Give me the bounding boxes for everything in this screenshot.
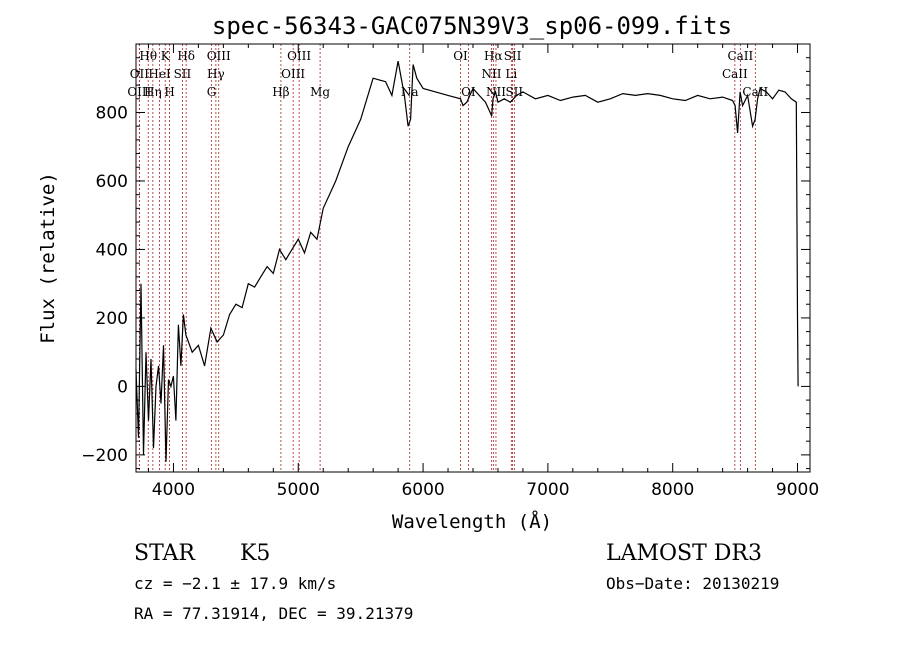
line-label: CaII [722, 67, 748, 81]
y-tick-label: 600 [96, 172, 128, 192]
line-label: OII [130, 67, 150, 81]
y-axis-ticks: −200 0 200 400 600 800 [81, 43, 810, 470]
line-label: OIII [281, 67, 305, 81]
line-label: NII [481, 67, 501, 81]
observation-date: Obs−Date: 20130219 [606, 574, 779, 593]
y-tick-label: 0 [117, 377, 128, 397]
line-label: K [161, 49, 171, 63]
line-label: CaII [742, 85, 768, 99]
spectrum-series-line [135, 60, 799, 462]
y-tick-label: 200 [96, 309, 128, 329]
y-tick-label: 400 [96, 240, 128, 260]
x-axis-label: Wavelength (Å) [392, 510, 552, 533]
line-label: Li [505, 67, 517, 81]
plot-frame [135, 43, 811, 473]
line-label: Hβ [272, 85, 289, 99]
survey-name: LAMOST DR3 [606, 541, 762, 566]
x-tick-label: 7000 [526, 480, 569, 500]
ra-dec-coordinates: RA = 77.31914, DEC = 39.21379 [134, 604, 413, 623]
line-label: Mg [310, 85, 330, 99]
emission-line-markers [138, 44, 756, 472]
x-tick-label: 8000 [651, 480, 694, 500]
line-label: Hη [144, 85, 162, 99]
line-label: OIII [287, 49, 311, 63]
chart-title: spec-56343-GAC075N39V3_sp06-099.fits [212, 12, 732, 40]
line-label: SII [504, 49, 522, 63]
line-label: HeI [148, 67, 171, 81]
line-label: CaII [727, 49, 753, 63]
line-label: Hδ [177, 49, 195, 63]
object-subclass: K5 [240, 541, 270, 566]
y-axis-label: Flux (relative) [37, 172, 59, 344]
redshift-velocity: cz = −2.1 ± 17.9 km/s [134, 574, 336, 593]
y-tick-label: 800 [96, 103, 128, 123]
line-label: SII [174, 67, 192, 81]
x-tick-label: 9000 [776, 480, 819, 500]
line-label: OI [461, 85, 476, 99]
object-class: STAR [134, 541, 196, 566]
x-tick-label: 5000 [277, 480, 320, 500]
line-label: SII [505, 85, 523, 99]
line-label: Hα [484, 49, 503, 63]
line-label: OIII [207, 49, 231, 63]
line-label: OIII [127, 85, 151, 99]
line-label: OI [453, 49, 468, 63]
line-label: Hθ [139, 49, 157, 63]
x-tick-label: 4000 [152, 480, 195, 500]
line-label: Hγ [207, 67, 225, 81]
x-axis-ticks: 4000 5000 6000 7000 8000 9000 [147, 44, 819, 500]
line-label: G [207, 85, 217, 99]
line-label: H [164, 85, 174, 99]
line-label: Na [401, 85, 419, 99]
y-tick-label: −200 [81, 446, 128, 466]
x-tick-label: 6000 [401, 480, 444, 500]
